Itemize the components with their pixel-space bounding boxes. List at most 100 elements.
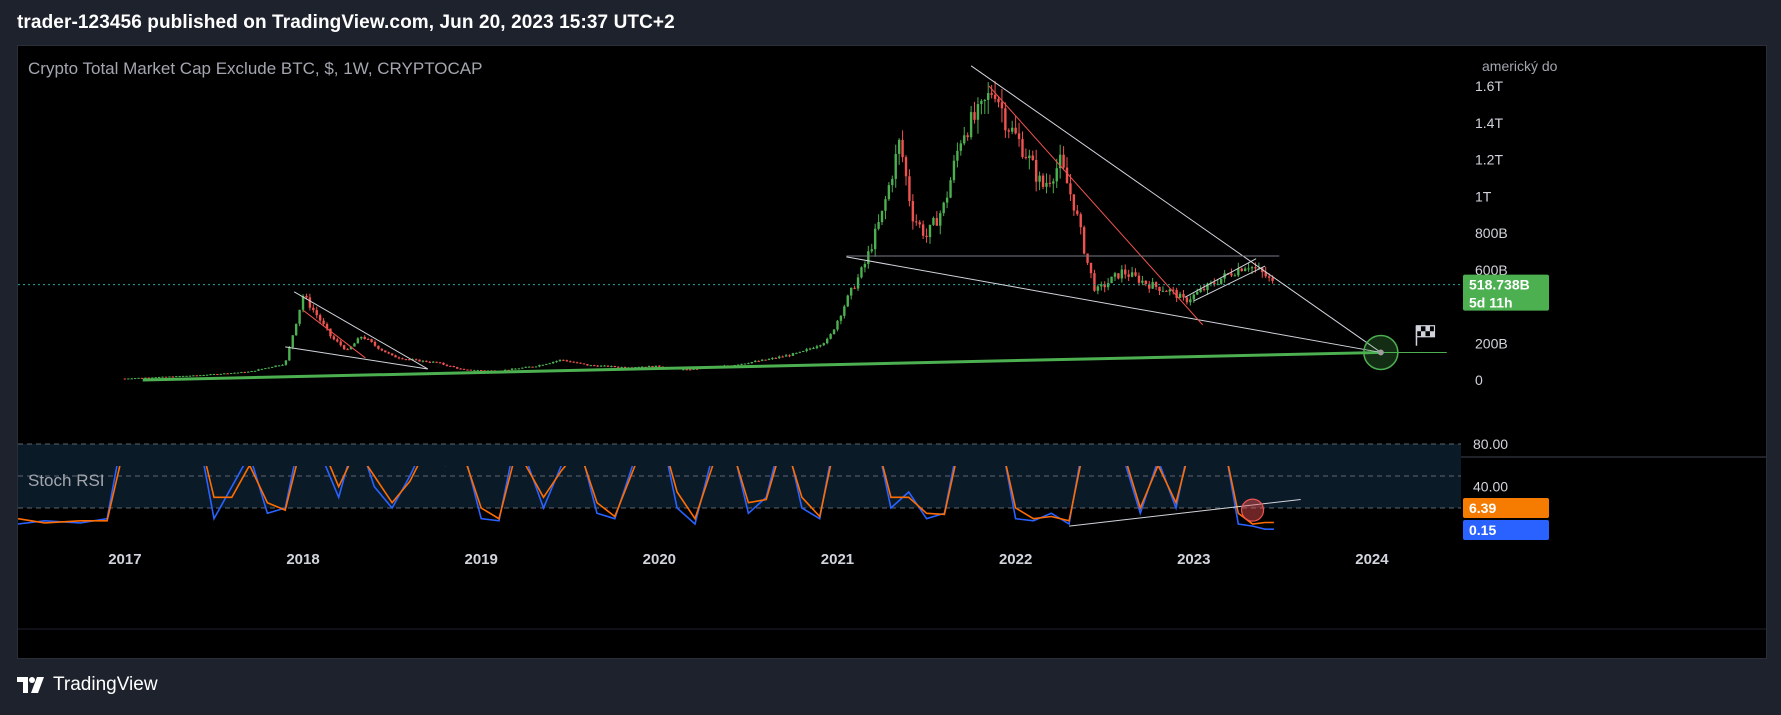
candle-body	[264, 368, 267, 370]
candle-body	[288, 347, 291, 361]
candle-body	[870, 249, 873, 252]
candle-body	[1230, 273, 1233, 276]
candle-body	[315, 310, 318, 316]
candle-body	[1113, 273, 1117, 277]
candle-body	[1048, 182, 1052, 184]
candle-body	[956, 150, 959, 161]
candle-body	[565, 360, 569, 362]
candle-body	[527, 366, 531, 368]
candle-body	[384, 350, 387, 353]
candle-body	[846, 295, 849, 307]
candle-body	[219, 373, 223, 375]
candle-body	[1172, 289, 1175, 291]
candle-body	[658, 365, 661, 367]
candle-body	[404, 359, 408, 361]
time-tick-label: 2017	[108, 551, 141, 568]
candle-body	[1264, 272, 1267, 277]
target-dot	[1377, 349, 1384, 356]
candle-body	[1127, 274, 1130, 277]
last-price-badge: 518.738B 5d 11h	[1463, 274, 1549, 311]
candle-body	[894, 153, 897, 179]
candle-body	[387, 352, 390, 354]
candle-body	[1017, 133, 1021, 140]
candle-body	[346, 349, 349, 351]
candle-body	[377, 345, 380, 349]
candle-body	[774, 357, 778, 359]
candle-body	[1196, 292, 1199, 295]
wedge-lower-line	[846, 256, 1381, 353]
stoch-rsi-axis[interactable]: 80.00 40.00	[1473, 436, 1508, 495]
candle-body	[133, 378, 137, 380]
candle-body	[1103, 284, 1106, 288]
footer[interactable]: TradingView	[17, 674, 158, 696]
candle-body	[736, 364, 740, 366]
candle-body	[428, 361, 431, 363]
candle-body	[743, 363, 747, 365]
candle-body	[682, 369, 685, 371]
candle-body	[192, 375, 195, 377]
candle-body	[781, 356, 784, 358]
candle-body	[767, 358, 771, 360]
candle-body	[370, 339, 373, 342]
candle-body	[226, 373, 229, 375]
stoch-rsi-k-badge-text: 0.15	[1469, 522, 1496, 538]
last-value-badges: 518.738B 5d 11h 6.39 0.15	[1463, 274, 1549, 540]
candle-body	[980, 100, 983, 105]
candle-body	[620, 366, 623, 368]
candle-body	[284, 360, 288, 365]
price-tick-label: 600B	[1475, 262, 1508, 278]
candle-body	[548, 363, 551, 365]
chart-frame[interactable]: Crypto Total Market Cap Exclude BTC, $, …	[17, 45, 1767, 659]
candle-body	[778, 356, 781, 359]
candle-body	[692, 368, 695, 370]
candle-body	[1031, 155, 1034, 161]
candle-body	[1206, 283, 1209, 291]
candle-body	[839, 315, 843, 321]
candle-body	[479, 370, 483, 372]
time-axis[interactable]: 2017 2018 2019 2020 2021 2022 2023 2024	[108, 551, 1389, 568]
chart-canvas[interactable]: Crypto Total Market Cap Exclude BTC, $, …	[18, 46, 1766, 658]
candle-body	[880, 210, 884, 223]
candle-body	[188, 375, 192, 377]
candle-body	[815, 346, 819, 349]
candle-body	[514, 368, 517, 370]
candle-body	[551, 361, 555, 364]
candle-body	[1079, 214, 1082, 228]
candle-body	[904, 157, 908, 177]
candle-body	[959, 143, 963, 151]
candle-body	[147, 377, 151, 379]
candle-body	[510, 368, 514, 370]
candle-body	[1058, 154, 1062, 169]
candle-body	[339, 341, 342, 346]
candle-body	[325, 324, 329, 329]
candle-body	[1062, 154, 1065, 168]
triangle-red-line	[302, 309, 366, 359]
candle-body	[157, 376, 161, 378]
candle-body	[298, 309, 301, 324]
candle-body	[1189, 299, 1192, 303]
currency-label: americký do	[1482, 58, 1558, 74]
candle-body	[1120, 269, 1124, 279]
candle-body	[1021, 139, 1024, 158]
candle-body	[575, 362, 579, 364]
candle-body	[545, 363, 548, 365]
candle-body	[623, 366, 627, 368]
candle-body	[401, 358, 404, 360]
candle-body	[572, 361, 575, 363]
candle-body	[1137, 275, 1141, 283]
candle-body	[1144, 280, 1148, 284]
candle-body	[202, 375, 205, 377]
candle-body	[760, 359, 764, 361]
time-tick-label: 2024	[1355, 551, 1389, 568]
candle-body	[199, 375, 202, 377]
candle-body	[432, 361, 435, 363]
candle-body	[976, 104, 980, 120]
candle-body	[373, 341, 377, 346]
candle-body	[586, 364, 589, 366]
candle-body	[1065, 167, 1069, 184]
candle-body	[236, 372, 240, 374]
candle-body	[212, 374, 216, 376]
candle-body	[1243, 268, 1247, 272]
candle-body	[171, 376, 175, 378]
price-axis[interactable]: 1.6T 1.4T 1.2T 1T 800B 600B 200B 0	[1475, 78, 1508, 388]
